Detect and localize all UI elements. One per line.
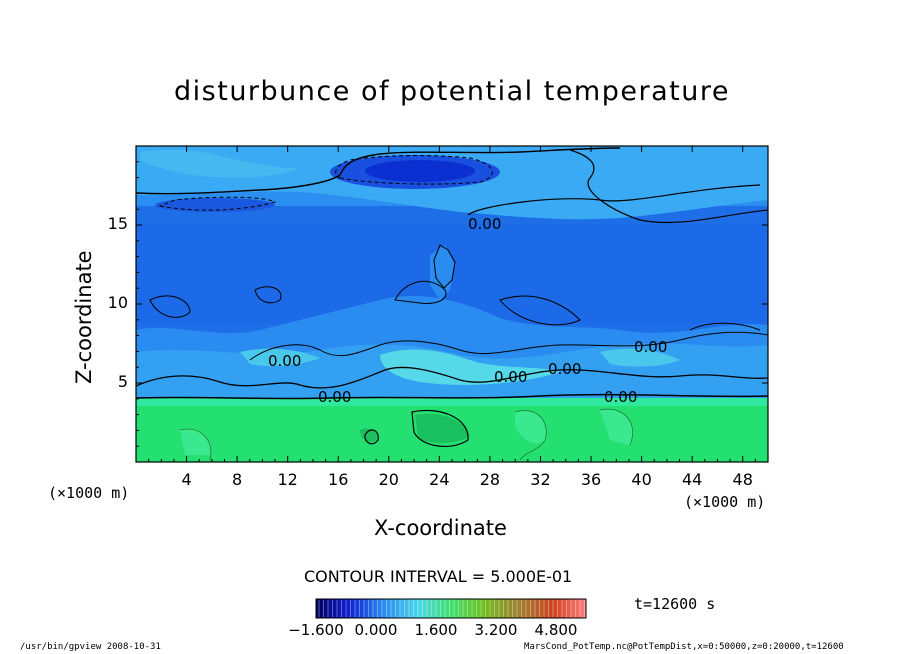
contour-interval-label: CONTOUR INTERVAL = 5.000E-01 [304,567,573,586]
contour-cell-4 [364,429,379,445]
footer-left: /usr/bin/gpview 2008-10-31 [20,642,161,652]
x-tick-marks [148,146,756,462]
colorbar-label: 1.600 [414,621,458,639]
x-tick-label: 44 [681,470,703,489]
cyan-patch-3 [600,348,680,367]
contour-top-convection [249,331,768,361]
contour-cell-6 [499,295,581,326]
contour-zero-upper [136,147,621,195]
y-tick-marks [136,161,768,447]
x-tick-label: 12 [277,470,298,489]
colorbar-label: 4.800 [534,621,578,639]
cyan-patch-2 [240,348,320,366]
contour-label: 0.00 [494,368,527,386]
y-tick-label: 15 [107,214,128,233]
warm-layer-top [136,398,768,406]
contour-mixed [136,366,768,389]
x-tick-label: 48 [732,470,753,489]
plume [430,245,455,300]
contour-neg-core [335,155,493,185]
x-unit-right: (×1000 m) [684,493,766,511]
contour-cell-5 [411,409,469,447]
contour-zero-right [569,149,768,224]
x-unit-left: (×1000 m) [48,484,130,502]
cyan-patch-1 [380,349,560,385]
contour-boundary [136,393,768,400]
contour-neg-streak [158,196,277,211]
warm-blob-2 [415,413,470,443]
contour-cell-3 [394,280,447,304]
colorbar-label: −1.600 [288,621,344,639]
cold-core-inner [365,160,475,182]
cold-streak [155,198,275,212]
contour-cell-1 [149,295,191,318]
contour-labels: 0.00 0.00 0.00 0.00 0.00 0.00 0.00 [268,215,667,406]
x-tick-label: 40 [631,470,652,489]
contour-label: 0.00 [318,388,351,406]
contour-cell-2 [254,286,282,304]
warm-blob-1 [360,428,377,443]
contour-label: 0.00 [268,352,301,370]
upper-left-patch [140,149,300,178]
contour-plume [433,244,456,289]
warm-blob-3 [515,410,547,444]
colorbar [316,599,586,618]
y-axis-label: Z-coordinate [72,250,96,384]
time-label: t=12600 s [634,595,716,613]
x-tick-label: 16 [328,470,349,489]
x-tick-label: 20 [378,470,399,489]
y-tick-label: 5 [117,372,128,391]
y-tick-label: 10 [107,293,128,312]
chart-title: disturbunce of potential temperature [174,76,730,107]
contour-label: 0.00 [634,338,667,356]
colorbar-label: 0.000 [354,621,398,639]
warm-blob-4 [180,429,211,455]
warm-blob-5 [600,409,633,445]
colorbar-stripes [318,600,585,617]
x-tick-label: 28 [479,470,501,489]
x-tick-label: 32 [530,470,551,489]
colorbar-label: 3.200 [474,621,518,639]
contour-warm-3 [599,408,633,446]
contour-label: 0.00 [468,215,501,233]
contour-lines [136,147,768,461]
x-tick-label: 36 [580,470,602,489]
x-tick-label: 24 [429,470,450,489]
contour-warm-1 [179,428,212,461]
footer-right: MarsCond_PotTemp.nc@PotTempDist,x=0:5000… [524,642,844,652]
heatmap-field [136,146,768,462]
contour-label: 0.00 [604,388,637,406]
x-tick-label: 8 [232,470,243,489]
contour-label: 0.00 [548,360,581,378]
contour-cell-7 [689,322,761,331]
x-tick-label: 4 [181,470,192,489]
colorbar-frame [315,598,587,619]
x-axis-label: X-coordinate [374,516,507,540]
